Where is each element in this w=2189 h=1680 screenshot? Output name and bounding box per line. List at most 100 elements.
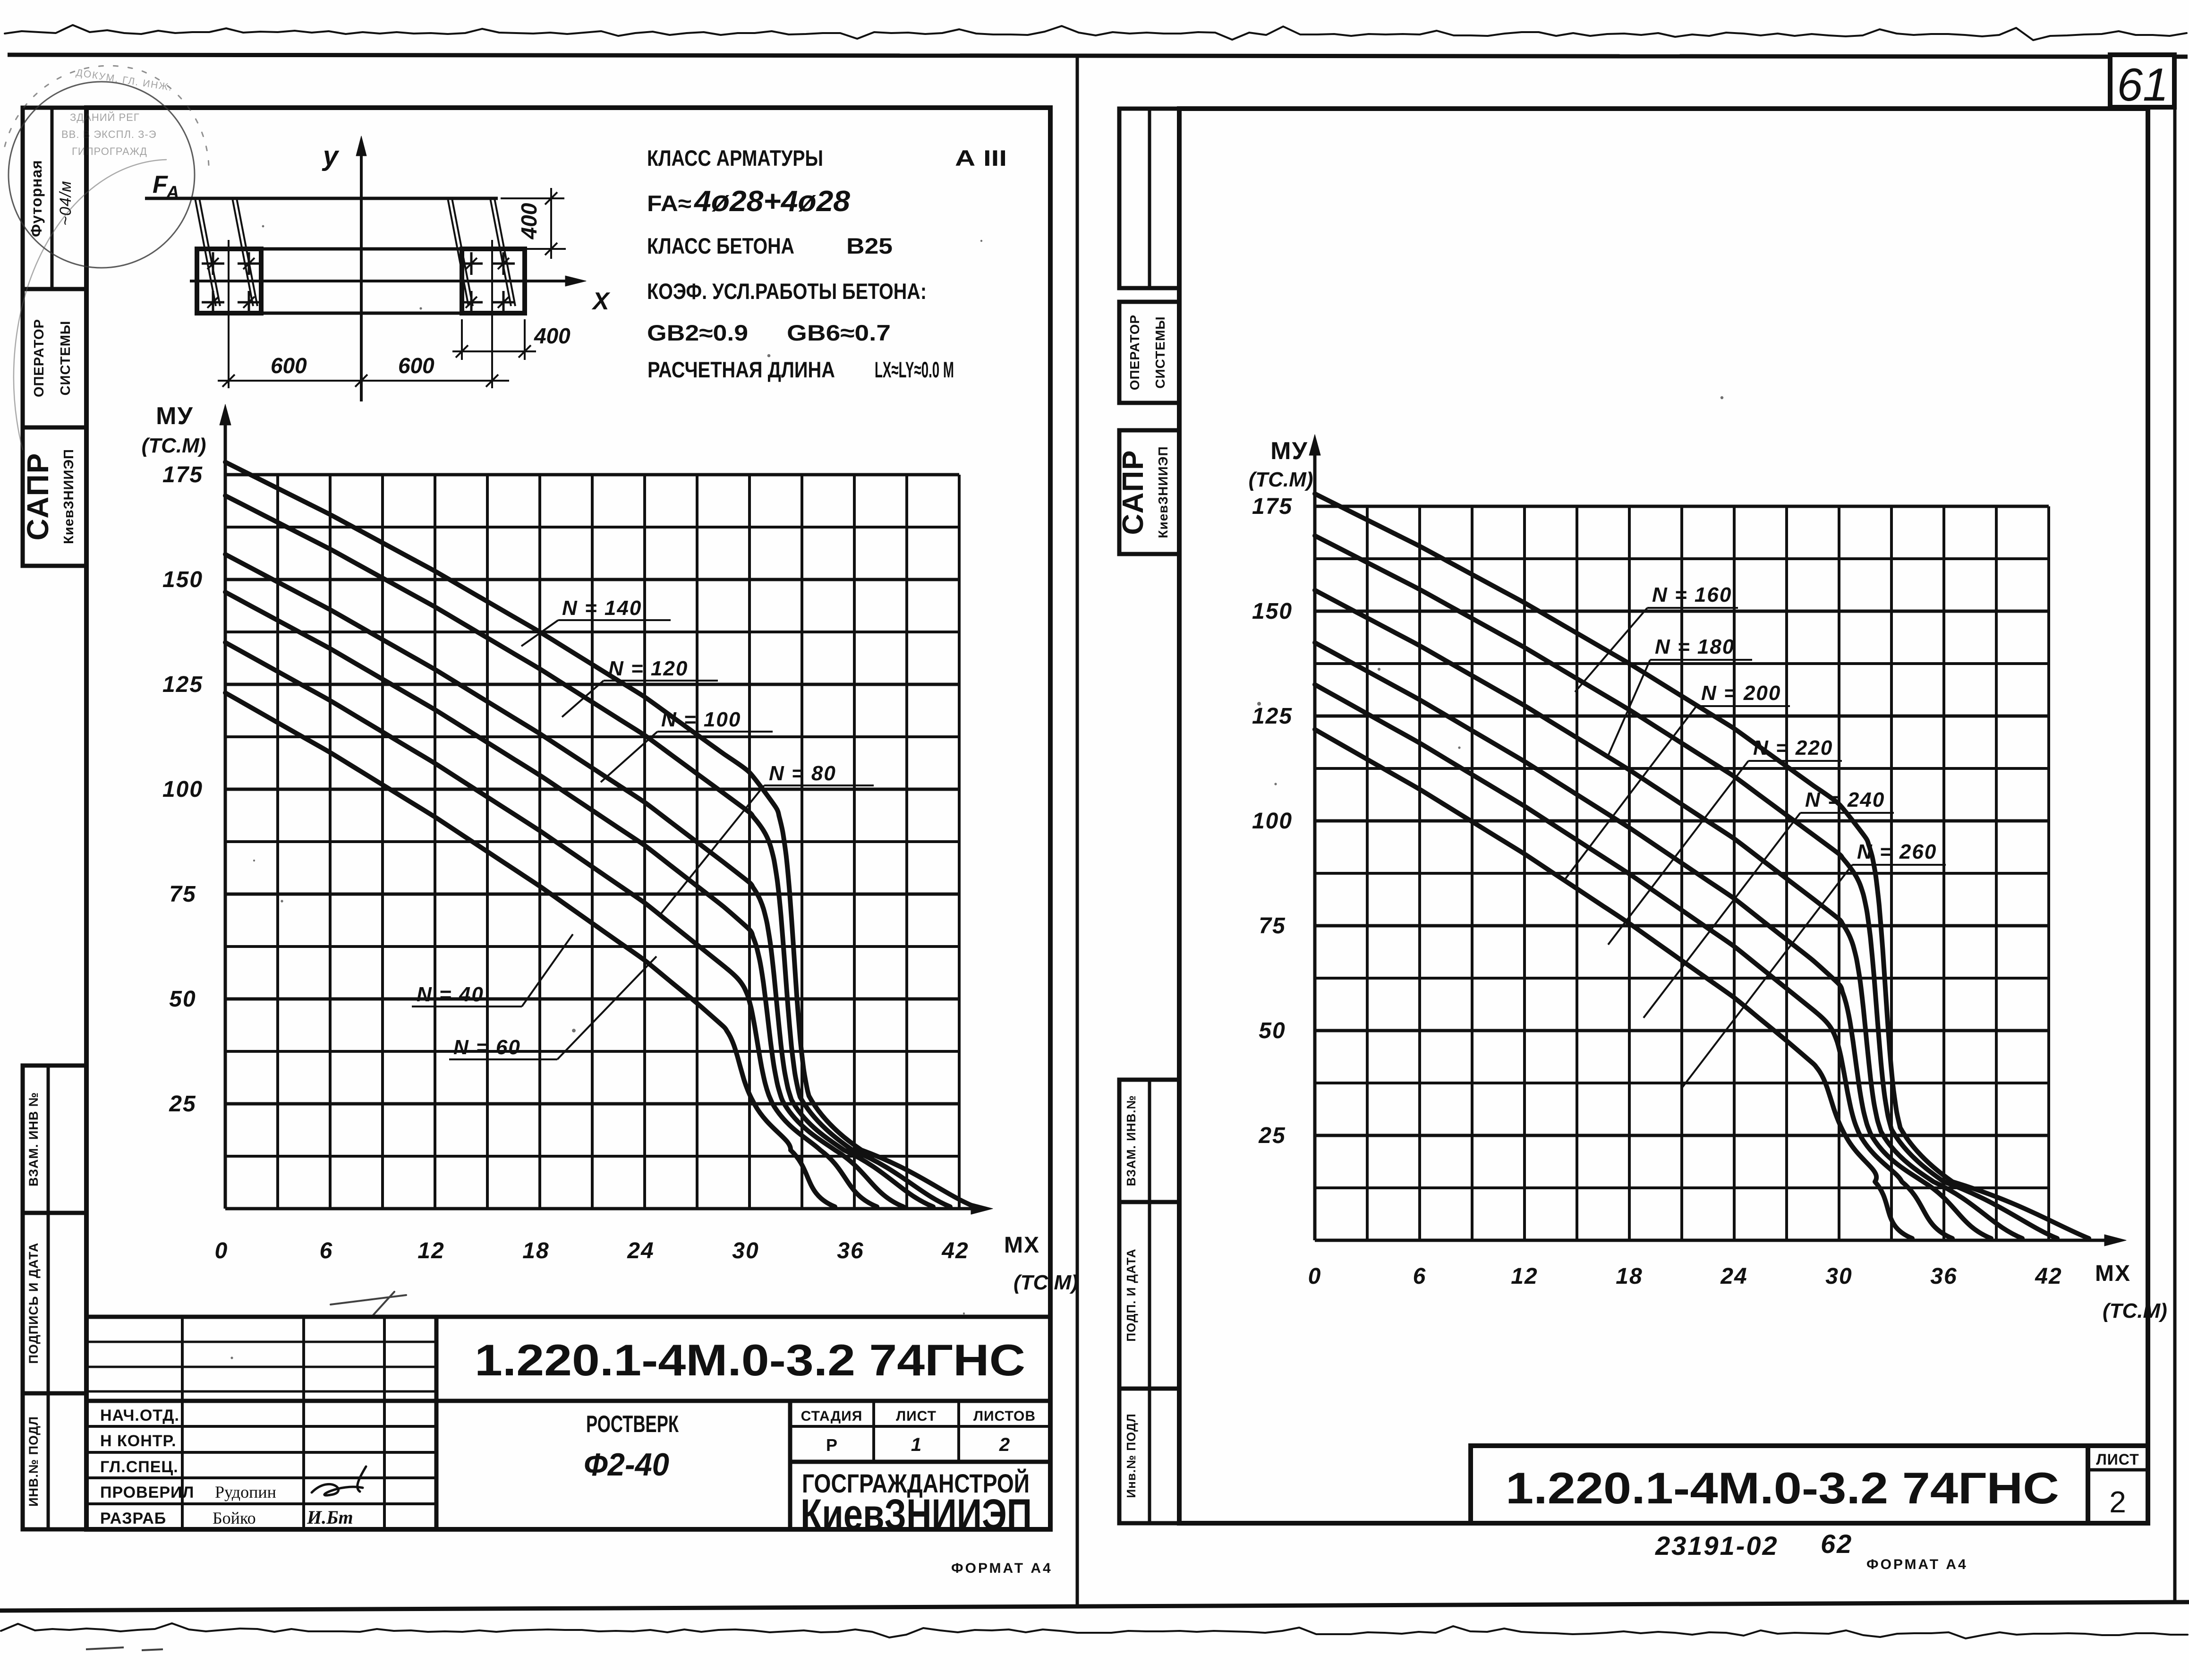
svg-text:(ТС.М): (ТС.М) bbox=[142, 434, 206, 457]
svg-text:(ТС.М): (ТС.М) bbox=[2103, 1299, 2167, 1322]
svg-text:Ф2-40: Ф2-40 bbox=[584, 1447, 669, 1483]
svg-text:400: 400 bbox=[517, 203, 541, 239]
svg-text:Футорная: Футорная bbox=[28, 160, 45, 237]
svg-text:0: 0 bbox=[1308, 1264, 1322, 1289]
svg-text:N = 180: N = 180 bbox=[1655, 635, 1735, 658]
svg-text:GB6≈0.7: GB6≈0.7 bbox=[787, 320, 891, 345]
svg-text:F: F bbox=[153, 171, 168, 198]
svg-text:X: X bbox=[591, 288, 611, 315]
svg-text:24: 24 bbox=[627, 1238, 654, 1263]
svg-text:FA≈: FA≈ bbox=[647, 191, 691, 216]
svg-text:А III: А III bbox=[955, 145, 1007, 171]
svg-text:Н КОНТР.: Н КОНТР. bbox=[100, 1432, 177, 1450]
svg-text:N = 100: N = 100 bbox=[661, 708, 741, 731]
svg-text:N = 260: N = 260 bbox=[1857, 840, 1937, 863]
svg-text:МХ: МХ bbox=[1004, 1233, 1040, 1258]
svg-text:50: 50 bbox=[169, 987, 196, 1012]
svg-text:175: 175 bbox=[1252, 494, 1293, 519]
svg-text:1.220.1-4М.0-3.2 74ГНС: 1.220.1-4М.0-3.2 74ГНС bbox=[475, 1335, 1025, 1385]
svg-text:75: 75 bbox=[169, 882, 196, 907]
svg-text:КиевЗНИИЭП: КиевЗНИИЭП bbox=[801, 1491, 1032, 1539]
svg-text:12: 12 bbox=[417, 1238, 444, 1263]
svg-text:ПОДП. И ДАТА: ПОДП. И ДАТА bbox=[1124, 1248, 1138, 1341]
svg-text:САПР: САПР bbox=[1117, 449, 1150, 535]
svg-text:(ТС.М): (ТС.М) bbox=[1249, 468, 1313, 491]
svg-text:В25: В25 bbox=[846, 233, 893, 258]
svg-text:N = 240: N = 240 bbox=[1805, 788, 1885, 811]
svg-text:36: 36 bbox=[837, 1238, 864, 1263]
svg-text:СТАДИЯ: СТАДИЯ bbox=[801, 1408, 863, 1424]
svg-text:18: 18 bbox=[522, 1238, 549, 1263]
svg-text:2: 2 bbox=[2109, 1485, 2126, 1519]
svg-text:РАСЧЕТНАЯ ДЛИНА: РАСЧЕТНАЯ ДЛИНА bbox=[647, 357, 835, 382]
svg-text:(ТС.М): (ТС.М) bbox=[1014, 1271, 1078, 1294]
svg-text:~04/м: ~04/м bbox=[57, 180, 75, 225]
svg-text:ГОСГРАЖДАНСТРОЙ: ГОСГРАЖДАНСТРОЙ bbox=[802, 1468, 1030, 1498]
svg-text:175: 175 bbox=[162, 462, 203, 487]
svg-text:42: 42 bbox=[941, 1238, 969, 1263]
svg-text:100: 100 bbox=[1252, 809, 1293, 834]
svg-text:42: 42 bbox=[2035, 1264, 2062, 1289]
svg-text:ГЛ.СПЕЦ.: ГЛ.СПЕЦ. bbox=[100, 1458, 179, 1476]
svg-text:ВВ. В ЭКСПЛ. З-Э: ВВ. В ЭКСПЛ. З-Э bbox=[61, 128, 157, 140]
svg-text:КиевЗНИИЭП: КиевЗНИИЭП bbox=[1156, 446, 1170, 538]
svg-text:КЛАСС АРМАТУРЫ: КЛАСС АРМАТУРЫ bbox=[647, 145, 823, 171]
svg-text:23191-02: 23191-02 bbox=[1655, 1531, 1779, 1561]
svg-text:24: 24 bbox=[1720, 1264, 1747, 1289]
svg-text:ФОРМАТ А4: ФОРМАТ А4 bbox=[951, 1561, 1053, 1576]
svg-text:62: 62 bbox=[1821, 1529, 1853, 1559]
svg-text:18: 18 bbox=[1616, 1264, 1643, 1289]
svg-text:4ø28+4ø28: 4ø28+4ø28 bbox=[693, 185, 851, 218]
svg-text:12: 12 bbox=[1511, 1264, 1538, 1289]
svg-text:LX≈LY≈0.0 М: LX≈LY≈0.0 М bbox=[875, 357, 954, 382]
svg-text:N = 40: N = 40 bbox=[417, 983, 484, 1006]
svg-text:ФОРМАТ А4: ФОРМАТ А4 bbox=[1866, 1557, 1968, 1572]
svg-text:МУ: МУ bbox=[156, 402, 194, 430]
svg-text:СИСТЕМЫ: СИСТЕМЫ bbox=[1153, 316, 1167, 388]
svg-text:ЛИСТ: ЛИСТ bbox=[896, 1408, 937, 1424]
svg-text:РОСТВЕРК: РОСТВЕРК bbox=[586, 1411, 679, 1437]
svg-text:N = 160: N = 160 bbox=[1652, 583, 1732, 606]
svg-text:N = 60: N = 60 bbox=[453, 1036, 521, 1059]
svg-text:N = 80: N = 80 bbox=[769, 762, 836, 785]
svg-text:y: y bbox=[322, 141, 340, 171]
svg-text:25: 25 bbox=[1258, 1123, 1286, 1148]
svg-text:И.Бт: И.Бт bbox=[307, 1507, 353, 1528]
svg-text:150: 150 bbox=[1252, 599, 1293, 624]
svg-text:2: 2 bbox=[999, 1434, 1010, 1455]
svg-text:400: 400 bbox=[534, 324, 571, 348]
svg-text:30: 30 bbox=[732, 1238, 759, 1263]
svg-text:ПРОВЕРИЛ: ПРОВЕРИЛ bbox=[100, 1484, 194, 1501]
svg-text:РАЗРАБ: РАЗРАБ bbox=[100, 1509, 166, 1527]
svg-text:600: 600 bbox=[398, 353, 434, 378]
svg-text:Инв.№ ПОДЛ: Инв.№ ПОДЛ bbox=[1124, 1413, 1138, 1498]
svg-text:61: 61 bbox=[2117, 59, 2168, 111]
svg-text:ОПЕРАТОР: ОПЕРАТОР bbox=[32, 319, 47, 397]
svg-text:ОПЕРАТОР: ОПЕРАТОР bbox=[1127, 315, 1142, 390]
svg-text:N = 220: N = 220 bbox=[1753, 736, 1833, 759]
svg-text:6: 6 bbox=[320, 1238, 333, 1263]
svg-text:125: 125 bbox=[162, 672, 203, 697]
svg-text:СИСТЕМЫ: СИСТЕМЫ bbox=[58, 321, 73, 396]
svg-text:САПР: САПР bbox=[21, 452, 55, 541]
svg-text:150: 150 bbox=[162, 567, 203, 592]
svg-text:100: 100 bbox=[162, 777, 203, 802]
svg-text:50: 50 bbox=[1259, 1018, 1286, 1043]
svg-text:36: 36 bbox=[1930, 1264, 1957, 1289]
svg-text:ЛИСТ: ЛИСТ bbox=[2096, 1451, 2139, 1468]
svg-text:КиевЗНИИЭП: КиевЗНИИЭП bbox=[61, 449, 77, 544]
svg-text:ЛИСТОВ: ЛИСТОВ bbox=[973, 1408, 1036, 1424]
svg-text:МУ: МУ bbox=[1270, 437, 1308, 465]
svg-text:600: 600 bbox=[271, 353, 307, 378]
svg-text:Бойко: Бойко bbox=[213, 1509, 256, 1527]
svg-text:N = 200: N = 200 bbox=[1701, 682, 1781, 705]
svg-text:125: 125 bbox=[1252, 704, 1293, 729]
svg-text:МХ: МХ bbox=[2095, 1261, 2131, 1286]
svg-text:ИНВ.№ ПОДЛ: ИНВ.№ ПОДЛ bbox=[26, 1416, 41, 1507]
svg-text:GB2≈0.9: GB2≈0.9 bbox=[647, 320, 748, 345]
svg-text:6: 6 bbox=[1413, 1264, 1427, 1289]
svg-text:Рудопин: Рудопин bbox=[215, 1483, 276, 1501]
svg-text:25: 25 bbox=[169, 1092, 196, 1117]
svg-text:0: 0 bbox=[215, 1238, 229, 1263]
svg-text:ГИПРОГРАЖД: ГИПРОГРАЖД bbox=[72, 145, 147, 157]
